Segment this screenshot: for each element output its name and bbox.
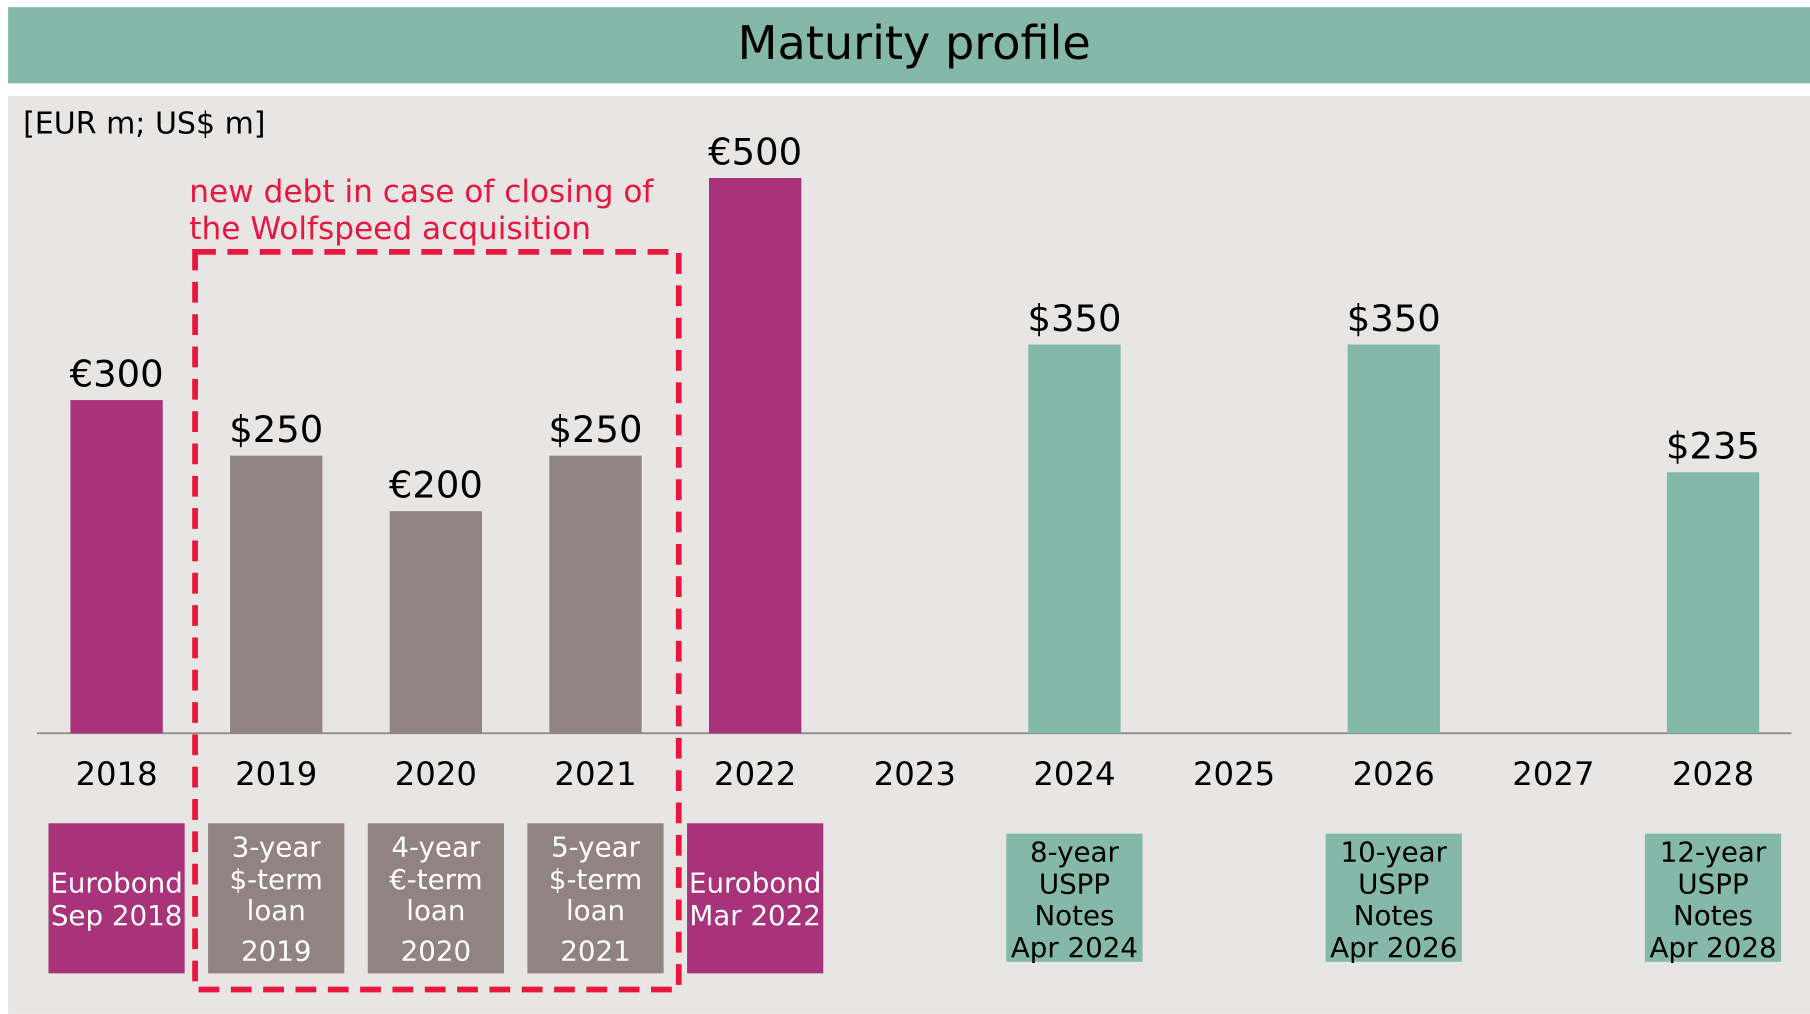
description-box: [367, 823, 504, 974]
description-box: [527, 823, 664, 974]
description-line: USPP: [1358, 868, 1429, 901]
x-tick-label: 2028: [1672, 755, 1754, 793]
description-box: [1644, 833, 1782, 962]
value-label: $350: [1027, 297, 1121, 340]
x-tick-label: 2020: [395, 755, 477, 793]
description-box: [48, 823, 185, 974]
description-line: €-term: [389, 863, 482, 896]
value-label: €500: [708, 130, 802, 173]
highlight-box: [192, 249, 682, 993]
description-line: Apr 2024: [1011, 931, 1138, 964]
description-line: loan: [406, 894, 465, 927]
description-box: [208, 823, 345, 974]
description-line: Notes: [1673, 899, 1753, 932]
subtitle: [EUR m; US$ m]: [23, 106, 265, 141]
value-label: $235: [1666, 425, 1760, 468]
description-line: 2020: [401, 935, 471, 968]
description-line: 8-year: [1030, 835, 1120, 868]
description-line: $-term: [230, 863, 323, 896]
description-line: 5-year: [551, 831, 641, 864]
description-line: USPP: [1677, 868, 1748, 901]
value-label: $350: [1347, 297, 1441, 340]
annotation: new debt in case of closing of: [189, 174, 654, 210]
x-tick-label: 2019: [235, 755, 317, 793]
bar: [1347, 344, 1440, 734]
description-line: 10-year: [1340, 835, 1447, 868]
description-line: 4-year: [391, 831, 481, 864]
chart-title: Maturity profile: [738, 16, 1091, 70]
description-line: 3-year: [232, 831, 322, 864]
description-line: Apr 2026: [1330, 931, 1457, 964]
bar: [549, 455, 642, 734]
description-line: Apr 2028: [1649, 931, 1776, 964]
bar: [1028, 344, 1121, 734]
description-line: Eurobond: [50, 866, 182, 899]
description-line: 2021: [560, 935, 630, 968]
description-line: Mar 2022: [689, 899, 821, 932]
x-tick-label: 2022: [714, 755, 796, 793]
description-box: [1006, 833, 1143, 962]
x-tick-label: 2021: [554, 755, 636, 793]
description-line: Sep 2018: [51, 899, 182, 932]
description-line: 2019: [241, 935, 311, 968]
x-tick-label: 2018: [75, 755, 157, 793]
x-tick-label: 2025: [1193, 755, 1275, 793]
annotation: the Wolfspeed acquisition: [189, 211, 591, 247]
description-box: [1325, 833, 1462, 962]
description-line: $-term: [549, 863, 642, 896]
description-box: [687, 823, 824, 974]
value-label: $250: [549, 408, 643, 451]
title-band: [8, 7, 1810, 84]
description-line: USPP: [1039, 868, 1110, 901]
description-line: loan: [247, 894, 306, 927]
x-tick-label: 2024: [1033, 755, 1115, 793]
bar: [70, 400, 163, 734]
description-line: 12-year: [1660, 835, 1767, 868]
x-tick-label: 2023: [874, 755, 956, 793]
value-label: $250: [229, 408, 323, 451]
description-line: loan: [566, 894, 625, 927]
description-line: Notes: [1354, 899, 1434, 932]
value-label: €300: [70, 352, 164, 395]
description-line: Notes: [1034, 899, 1114, 932]
bar: [230, 455, 323, 734]
x-tick-label: 2027: [1512, 755, 1594, 793]
x-tick-label: 2026: [1353, 755, 1435, 793]
bar: [708, 178, 802, 734]
bar: [389, 511, 483, 734]
description-line: Eurobond: [689, 866, 821, 899]
bar: [1666, 472, 1760, 734]
value-label: €200: [389, 463, 483, 506]
